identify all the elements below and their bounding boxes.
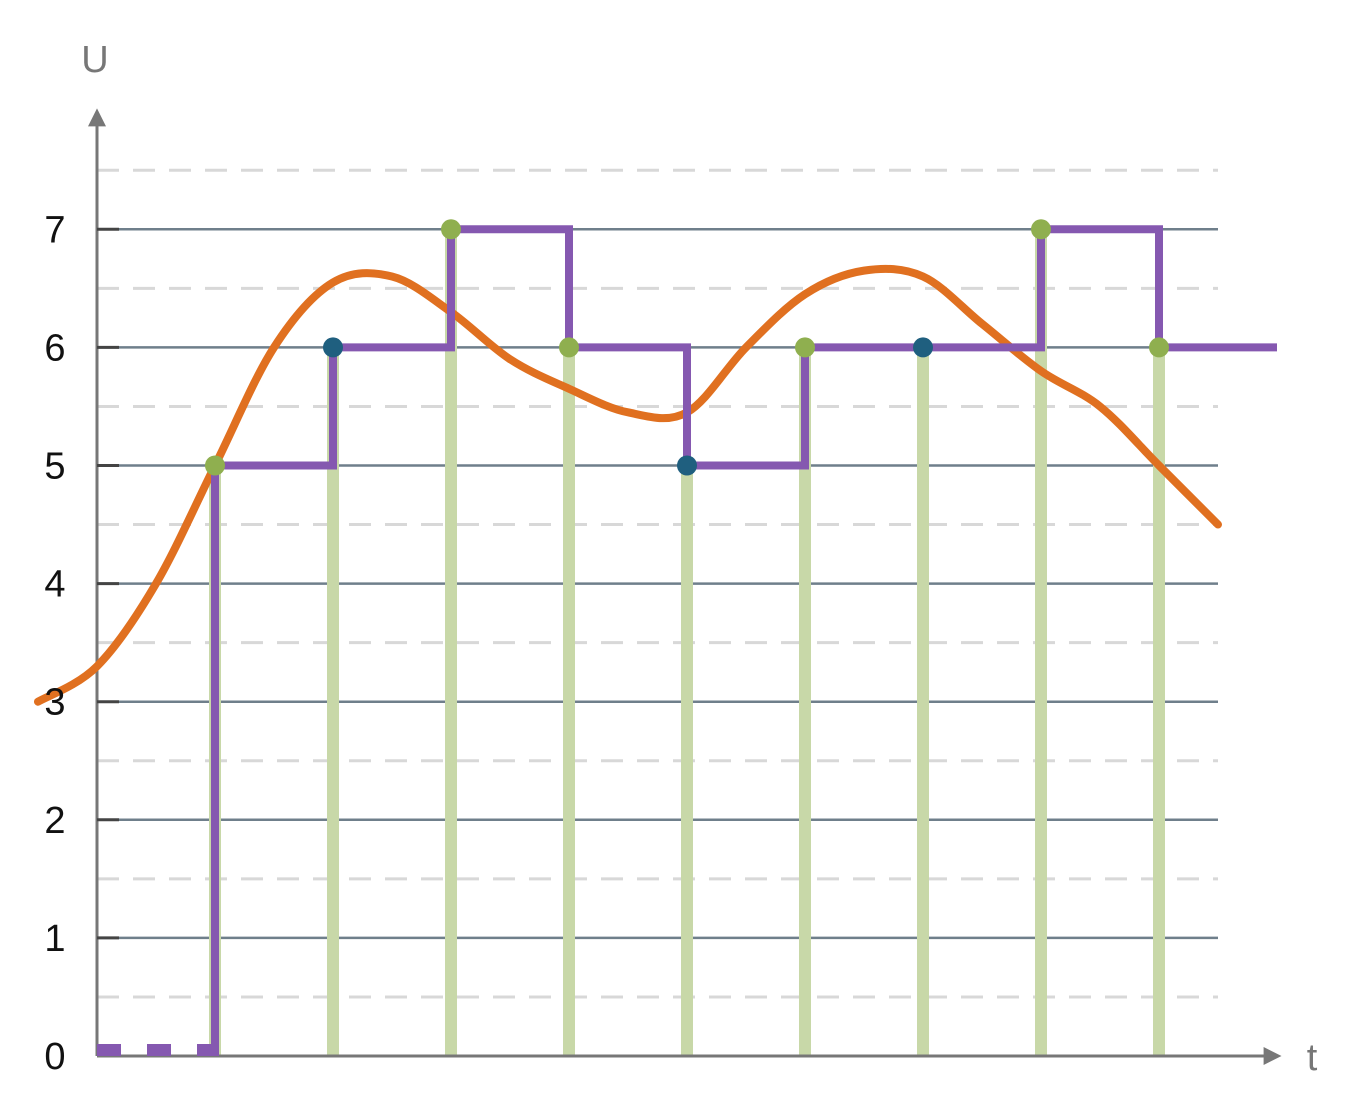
y-tick-label: 5	[44, 446, 65, 488]
y-tick-label: 0	[44, 1036, 65, 1078]
y-tick-label: 3	[44, 682, 65, 724]
x-axis-label: t	[1307, 1037, 1318, 1079]
sample-point	[559, 337, 579, 358]
y-tick-label: 7	[44, 209, 65, 251]
y-tick-label: 1	[44, 918, 65, 960]
y-tick-label: 4	[44, 564, 65, 606]
y-tick-label: 6	[44, 327, 65, 369]
sample-point	[1149, 337, 1169, 358]
y-axis-label: U	[81, 39, 108, 81]
y-tick-label: 2	[44, 800, 65, 842]
sample-point	[205, 455, 225, 476]
minor-gridlines	[97, 168, 1218, 999]
held-signal-line	[211, 225, 1277, 1056]
sample-point	[323, 337, 343, 358]
sample-point	[913, 337, 933, 358]
sample-points	[205, 219, 1169, 476]
sample-point	[795, 337, 815, 358]
major-gridlines	[97, 228, 1218, 940]
axes	[88, 108, 1282, 1065]
tick-labels: 0 1 2 3 4 5 6 7	[44, 209, 65, 1078]
sample-point	[441, 219, 461, 240]
sample-point	[677, 455, 697, 476]
sample-point	[1031, 219, 1051, 240]
